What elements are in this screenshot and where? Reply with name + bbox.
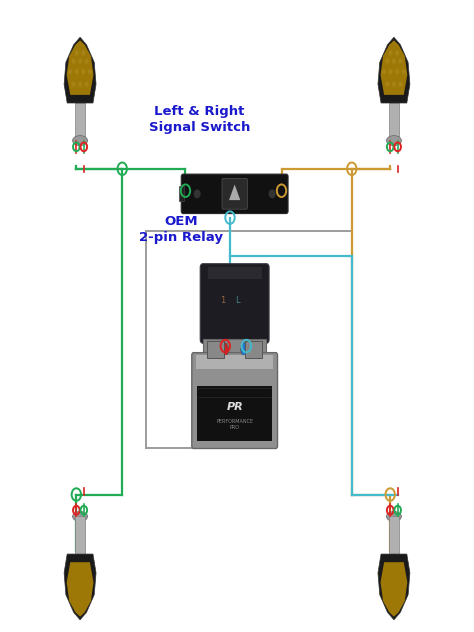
- Circle shape: [75, 70, 78, 73]
- Circle shape: [392, 59, 395, 63]
- Circle shape: [383, 70, 385, 73]
- Polygon shape: [64, 554, 96, 620]
- FancyBboxPatch shape: [192, 353, 277, 449]
- Bar: [389, 103, 399, 140]
- Circle shape: [241, 342, 252, 357]
- Polygon shape: [229, 185, 240, 200]
- FancyBboxPatch shape: [181, 174, 288, 214]
- Circle shape: [85, 59, 88, 63]
- Polygon shape: [381, 562, 407, 617]
- Polygon shape: [67, 40, 93, 95]
- Circle shape: [399, 82, 402, 86]
- Bar: [203, 339, 266, 360]
- Circle shape: [79, 59, 82, 63]
- Circle shape: [396, 51, 399, 55]
- Circle shape: [389, 51, 392, 55]
- Polygon shape: [381, 40, 407, 95]
- Circle shape: [75, 51, 78, 55]
- Circle shape: [79, 82, 82, 86]
- Circle shape: [72, 82, 75, 86]
- Ellipse shape: [73, 511, 88, 521]
- Circle shape: [89, 70, 91, 73]
- Text: PR: PR: [226, 402, 243, 412]
- Circle shape: [392, 82, 395, 86]
- Circle shape: [82, 70, 85, 73]
- Circle shape: [85, 82, 88, 86]
- Circle shape: [217, 342, 228, 357]
- Circle shape: [269, 190, 275, 198]
- Ellipse shape: [386, 136, 401, 145]
- Circle shape: [399, 59, 402, 63]
- Text: L: L: [235, 296, 239, 305]
- FancyBboxPatch shape: [200, 264, 269, 343]
- Ellipse shape: [73, 136, 88, 145]
- Circle shape: [396, 70, 399, 73]
- Circle shape: [72, 59, 75, 63]
- Polygon shape: [378, 554, 410, 620]
- Bar: [245, 341, 262, 358]
- Bar: [75, 103, 85, 140]
- Ellipse shape: [386, 511, 401, 521]
- Circle shape: [389, 70, 392, 73]
- Text: OEM
2-pin Relay: OEM 2-pin Relay: [139, 215, 223, 244]
- Circle shape: [402, 70, 405, 73]
- Text: 1: 1: [220, 296, 226, 305]
- Circle shape: [69, 70, 72, 73]
- Polygon shape: [378, 37, 410, 103]
- Circle shape: [194, 190, 200, 198]
- Bar: [208, 267, 262, 279]
- Bar: [208, 341, 224, 358]
- Bar: [75, 516, 85, 554]
- Bar: [196, 355, 273, 369]
- Text: PERFORMANCE
PRO: PERFORMANCE PRO: [216, 419, 253, 430]
- Circle shape: [386, 59, 389, 63]
- Circle shape: [82, 51, 85, 55]
- Polygon shape: [67, 562, 93, 617]
- Bar: [197, 387, 272, 441]
- Circle shape: [386, 82, 389, 86]
- Bar: [389, 516, 399, 554]
- Bar: [179, 186, 184, 202]
- Polygon shape: [64, 37, 96, 103]
- Text: Left & Right
Signal Switch: Left & Right Signal Switch: [149, 106, 250, 135]
- FancyBboxPatch shape: [222, 178, 247, 209]
